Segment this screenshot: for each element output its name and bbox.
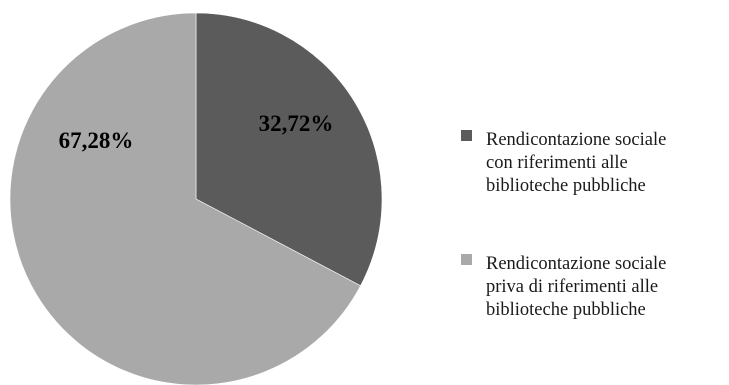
legend-marker-2 — [461, 254, 472, 265]
pie-slice-labels: 32,72% 67,28% — [59, 111, 334, 153]
pie-slices — [9, 12, 383, 385]
legend-label-1-line-1: Rendicontazione sociale — [486, 130, 666, 150]
pie-slice-1 — [195, 12, 383, 287]
legend-marker-1 — [461, 130, 472, 141]
legend: Rendicontazione sociale con riferimenti a… — [461, 130, 666, 320]
legend-label-2-line-1: Rendicontazione sociale — [486, 254, 666, 274]
slice-label-1: 32,72% — [259, 111, 334, 136]
legend-label-2-line-2: priva di riferimenti alle — [486, 277, 658, 297]
pie-slice-2 — [9, 12, 361, 385]
legend-label-2-line-3: biblioteche pubbliche — [486, 300, 646, 320]
slice-label-2: 67,28% — [59, 128, 134, 153]
legend-label-1-line-3: biblioteche pubbliche — [486, 176, 646, 196]
legend-label-1-line-2: con riferimenti alle — [486, 153, 628, 173]
